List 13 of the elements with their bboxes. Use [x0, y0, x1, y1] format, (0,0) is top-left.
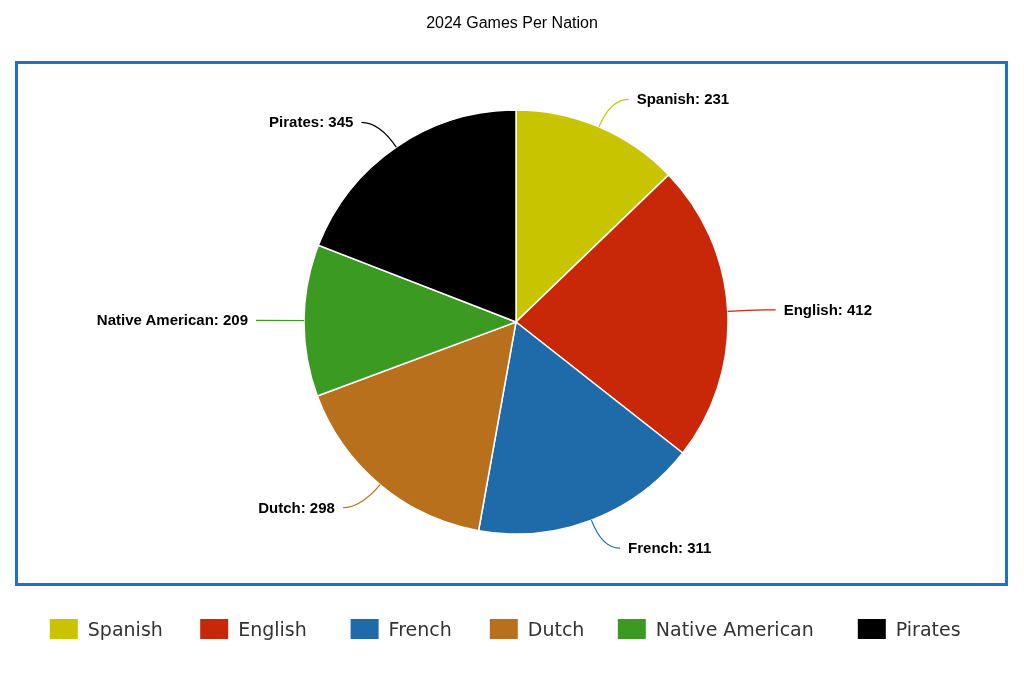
legend-label: Spanish	[87, 618, 163, 640]
legend-label: Native American	[655, 618, 814, 640]
data-label: French: 311	[628, 539, 712, 557]
legend-label: Dutch	[527, 618, 585, 640]
data-label: Spanish: 231	[636, 90, 730, 108]
chart-title: 2024 Games Per Nation	[426, 14, 598, 31]
legend-label: English	[238, 618, 307, 640]
data-label: English: 412	[783, 300, 873, 318]
data-label: Dutch: 298	[258, 498, 335, 516]
data-label: Pirates: 345	[269, 113, 354, 131]
data-label: Native American: 209	[96, 311, 249, 329]
legend-label: French	[388, 618, 452, 640]
legend-label: Pirates	[895, 618, 961, 640]
